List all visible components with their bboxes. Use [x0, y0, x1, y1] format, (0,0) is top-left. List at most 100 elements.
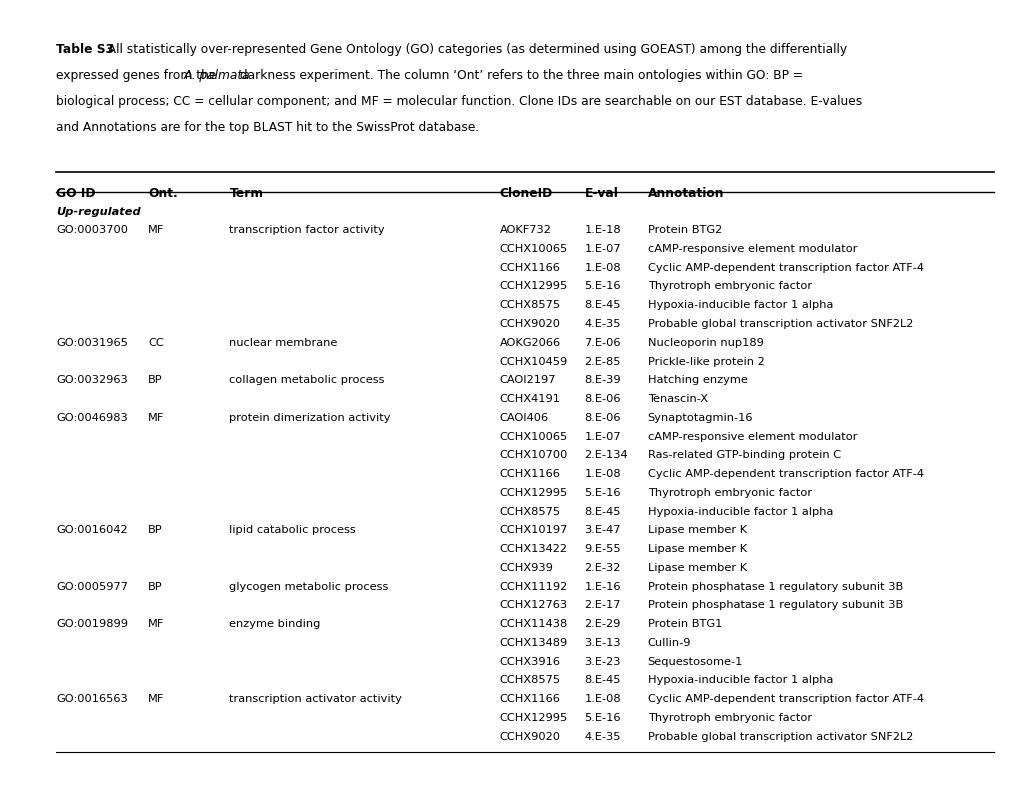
- Text: GO:0031965: GO:0031965: [56, 338, 127, 348]
- Text: 4.E-35: 4.E-35: [584, 731, 621, 742]
- Text: 8.E-39: 8.E-39: [584, 375, 621, 385]
- Text: Cullin-9: Cullin-9: [647, 637, 691, 648]
- Text: transcription activator activity: transcription activator activity: [229, 694, 401, 704]
- Text: 7.E-06: 7.E-06: [584, 338, 621, 348]
- Text: 5.E-16: 5.E-16: [584, 713, 621, 723]
- Text: CCHX8575: CCHX8575: [499, 507, 560, 517]
- Text: 1.E-08: 1.E-08: [584, 469, 621, 479]
- Text: 8.E-45: 8.E-45: [584, 507, 621, 517]
- Text: Hypoxia-inducible factor 1 alpha: Hypoxia-inducible factor 1 alpha: [647, 507, 833, 517]
- Text: Table S3: Table S3: [56, 43, 114, 56]
- Text: CloneID: CloneID: [499, 188, 552, 200]
- Text: Protein BTG1: Protein BTG1: [647, 619, 721, 629]
- Text: GO:0016042: GO:0016042: [56, 526, 127, 535]
- Text: 1.E-07: 1.E-07: [584, 244, 621, 254]
- Text: CCHX10065: CCHX10065: [499, 432, 568, 441]
- Text: Probable global transcription activator SNF2L2: Probable global transcription activator …: [647, 319, 912, 329]
- Text: CCHX8575: CCHX8575: [499, 300, 560, 310]
- Text: Up-regulated: Up-regulated: [56, 207, 141, 217]
- Text: Tenascin-X: Tenascin-X: [647, 394, 707, 404]
- Text: protein dimerization activity: protein dimerization activity: [229, 413, 390, 423]
- Text: 1.E-07: 1.E-07: [584, 432, 621, 441]
- Text: BP: BP: [148, 526, 162, 535]
- Text: AOKG2066: AOKG2066: [499, 338, 560, 348]
- Text: GO:0032963: GO:0032963: [56, 375, 127, 385]
- Text: Cyclic AMP-dependent transcription factor ATF-4: Cyclic AMP-dependent transcription facto…: [647, 469, 923, 479]
- Text: Cyclic AMP-dependent transcription factor ATF-4: Cyclic AMP-dependent transcription facto…: [647, 694, 923, 704]
- Text: 1.E-16: 1.E-16: [584, 582, 621, 592]
- Text: CCHX1166: CCHX1166: [499, 694, 560, 704]
- Text: 3.E-13: 3.E-13: [584, 637, 621, 648]
- Text: Sequestosome-1: Sequestosome-1: [647, 656, 743, 667]
- Text: Protein phosphatase 1 regulatory subunit 3B: Protein phosphatase 1 regulatory subunit…: [647, 600, 902, 611]
- Text: 5.E-16: 5.E-16: [584, 281, 621, 292]
- Text: glycogen metabolic process: glycogen metabolic process: [229, 582, 388, 592]
- Text: CCHX10459: CCHX10459: [499, 356, 568, 366]
- Text: collagen metabolic process: collagen metabolic process: [229, 375, 384, 385]
- Text: 8.E-45: 8.E-45: [584, 675, 621, 686]
- Text: Synaptotagmin-16: Synaptotagmin-16: [647, 413, 752, 423]
- Text: CCHX10065: CCHX10065: [499, 244, 568, 254]
- Text: Term: Term: [229, 188, 263, 200]
- Text: transcription factor activity: transcription factor activity: [229, 225, 385, 236]
- Text: 9.E-55: 9.E-55: [584, 544, 621, 554]
- Text: cAMP-responsive element modulator: cAMP-responsive element modulator: [647, 244, 856, 254]
- Text: GO:0003700: GO:0003700: [56, 225, 128, 236]
- Text: GO ID: GO ID: [56, 188, 96, 200]
- Text: expressed genes from the: expressed genes from the: [56, 69, 220, 82]
- Text: and Annotations are for the top BLAST hit to the SwissProt database.: and Annotations are for the top BLAST hi…: [56, 121, 479, 134]
- Text: CCHX1166: CCHX1166: [499, 469, 560, 479]
- Text: 3.E-47: 3.E-47: [584, 526, 621, 535]
- Text: Protein phosphatase 1 regulatory subunit 3B: Protein phosphatase 1 regulatory subunit…: [647, 582, 902, 592]
- Text: 3.E-23: 3.E-23: [584, 656, 621, 667]
- Text: 4.E-35: 4.E-35: [584, 319, 621, 329]
- Text: CCHX11438: CCHX11438: [499, 619, 568, 629]
- Text: CC: CC: [148, 338, 163, 348]
- Text: GO:0005977: GO:0005977: [56, 582, 128, 592]
- Text: Thyrotroph embryonic factor: Thyrotroph embryonic factor: [647, 713, 811, 723]
- Text: CCHX12995: CCHX12995: [499, 488, 568, 498]
- Text: nuclear membrane: nuclear membrane: [229, 338, 337, 348]
- Text: 2.E-32: 2.E-32: [584, 563, 621, 573]
- Text: 8.E-45: 8.E-45: [584, 300, 621, 310]
- Text: Prickle-like protein 2: Prickle-like protein 2: [647, 356, 763, 366]
- Text: CCHX10700: CCHX10700: [499, 450, 568, 460]
- Text: CCHX13489: CCHX13489: [499, 637, 568, 648]
- Text: Protein BTG2: Protein BTG2: [647, 225, 721, 236]
- Text: cAMP-responsive element modulator: cAMP-responsive element modulator: [647, 432, 856, 441]
- Text: CCHX10197: CCHX10197: [499, 526, 568, 535]
- Text: enzyme binding: enzyme binding: [229, 619, 321, 629]
- Text: MF: MF: [148, 619, 164, 629]
- Text: Nucleoporin nup189: Nucleoporin nup189: [647, 338, 763, 348]
- Text: 2.E-17: 2.E-17: [584, 600, 621, 611]
- Text: BP: BP: [148, 375, 162, 385]
- Text: CCHX4191: CCHX4191: [499, 394, 560, 404]
- Text: 2.E-134: 2.E-134: [584, 450, 628, 460]
- Text: CCHX9020: CCHX9020: [499, 731, 560, 742]
- Text: CCHX11192: CCHX11192: [499, 582, 568, 592]
- Text: 5.E-16: 5.E-16: [584, 488, 621, 498]
- Text: E-val: E-val: [584, 188, 618, 200]
- Text: CCHX12995: CCHX12995: [499, 713, 568, 723]
- Text: GO:0019899: GO:0019899: [56, 619, 128, 629]
- Text: CCHX12763: CCHX12763: [499, 600, 568, 611]
- Text: CCHX13422: CCHX13422: [499, 544, 568, 554]
- Text: MF: MF: [148, 413, 164, 423]
- Text: CCHX1166: CCHX1166: [499, 262, 560, 273]
- Text: CCHX9020: CCHX9020: [499, 319, 560, 329]
- Text: lipid catabolic process: lipid catabolic process: [229, 526, 356, 535]
- Text: BP: BP: [148, 582, 162, 592]
- Text: Hypoxia-inducible factor 1 alpha: Hypoxia-inducible factor 1 alpha: [647, 300, 833, 310]
- Text: CCHX939: CCHX939: [499, 563, 553, 573]
- Text: Probable global transcription activator SNF2L2: Probable global transcription activator …: [647, 731, 912, 742]
- Text: Hatching enzyme: Hatching enzyme: [647, 375, 747, 385]
- Text: 8.E-06: 8.E-06: [584, 394, 621, 404]
- Text: GO:0046983: GO:0046983: [56, 413, 127, 423]
- Text: Ras-related GTP-binding protein C: Ras-related GTP-binding protein C: [647, 450, 840, 460]
- Text: 8.E-06: 8.E-06: [584, 413, 621, 423]
- Text: Hypoxia-inducible factor 1 alpha: Hypoxia-inducible factor 1 alpha: [647, 675, 833, 686]
- Text: AOKF732: AOKF732: [499, 225, 551, 236]
- Text: Lipase member K: Lipase member K: [647, 526, 746, 535]
- Text: Lipase member K: Lipase member K: [647, 563, 746, 573]
- Text: CCHX8575: CCHX8575: [499, 675, 560, 686]
